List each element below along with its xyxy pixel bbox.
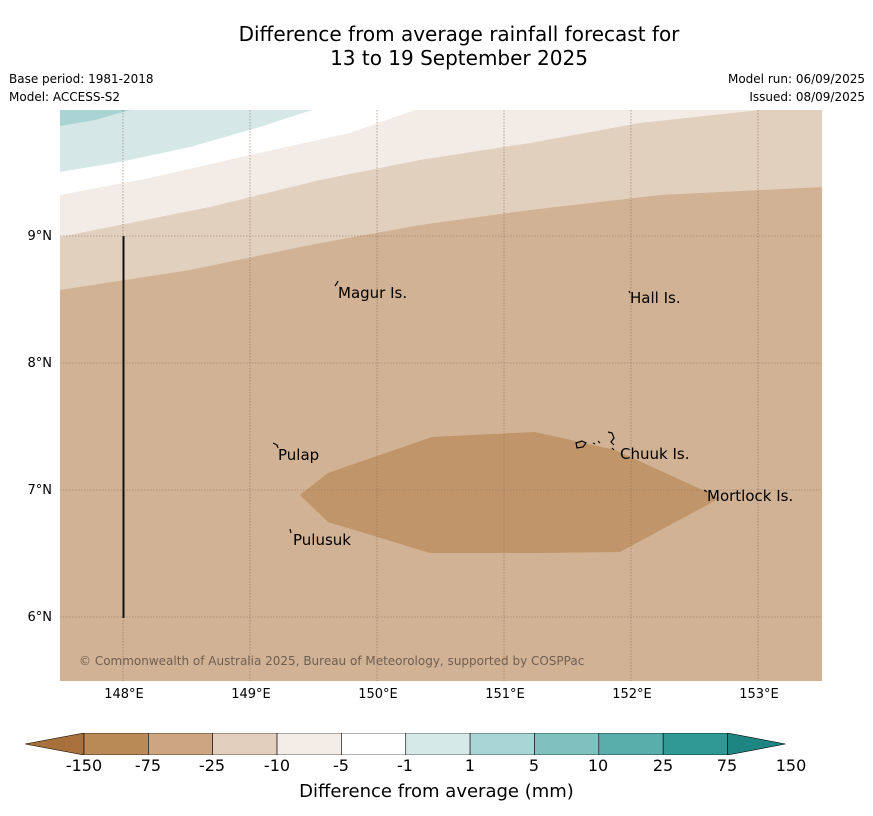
colorbar-arrow-left (25, 733, 85, 755)
lat-label-7n: 7°N (27, 483, 53, 498)
colorbar-label: Difference from average (mm) (299, 781, 574, 802)
pulusuk-island-shape (289, 528, 292, 534)
colorbar-segment (405, 733, 471, 755)
place-hall: Hall Is. (630, 289, 681, 307)
colorbar-segment (598, 733, 664, 755)
cbar-tick-150: 150 (775, 756, 807, 775)
copyright-notice: © Commonwealth of Australia 2025, Bureau… (79, 654, 585, 668)
cbar-tick-m150: -150 (65, 756, 103, 775)
title-line-1: Difference from average rainfall forecas… (238, 22, 680, 46)
cbar-tick-m10: -10 (263, 756, 291, 775)
lat-label-9n: 9°N (27, 229, 53, 244)
model-run: Model run: 06/09/2025 (727, 72, 865, 86)
place-chuuk: Chuuk Is. (620, 445, 690, 463)
lon-label-153e: 153°E (739, 687, 779, 702)
lon-label-148e: 148°E (104, 687, 144, 702)
hall-island-shape (628, 290, 631, 294)
place-pulap: Pulap (278, 446, 320, 464)
magur-island-shape (334, 280, 339, 287)
map-title: Difference from average rainfall forecas… (0, 22, 873, 70)
cbar-tick-m5: -5 (333, 756, 349, 775)
lat-label-6n: 6°N (27, 610, 53, 625)
chuuk-island-shape (575, 431, 615, 451)
place-magur: Magur Is. (338, 284, 408, 302)
colorbar-segment (341, 733, 407, 755)
lat-label-8n: 8°N (27, 356, 53, 371)
colorbar-segment (662, 733, 728, 755)
lon-label-149e: 149°E (231, 687, 271, 702)
colorbar-segment (212, 733, 278, 755)
cbar-tick-m75: -75 (134, 756, 162, 775)
cbar-tick-1: 1 (464, 756, 476, 775)
meta-right: Model run: 06/09/2025 Issued: 08/09/2025 (728, 70, 865, 106)
colorbar (25, 733, 786, 755)
island-outlines (272, 280, 708, 534)
graticule (60, 110, 822, 681)
cbar-tick-m1: -1 (397, 756, 413, 775)
cbar-tick-25: 25 (652, 756, 674, 775)
place-mortlock: Mortlock Is. (707, 487, 794, 505)
map-area[interactable] (60, 110, 822, 681)
colorbar-segment (534, 733, 600, 755)
colorbar-segment (276, 733, 342, 755)
band-teal (60, 110, 130, 126)
model-name: Model: ACCESS-S2 (9, 90, 121, 104)
cbar-tick-5: 5 (528, 756, 540, 775)
title-line-2: 13 to 19 September 2025 (330, 46, 588, 70)
colorbar-arrow-right (727, 733, 786, 755)
anomaly-dark-tan (300, 432, 720, 553)
place-pulusuk: Pulusuk (293, 531, 351, 549)
pulap-island-shape (272, 442, 279, 449)
issued-date: Issued: 08/09/2025 (749, 90, 865, 104)
mortlock-island-shape (703, 489, 708, 493)
meta-left: Base period: 1981-2018 Model: ACCESS-S2 (9, 70, 154, 106)
lon-label-151e: 151°E (485, 687, 525, 702)
base-period: Base period: 1981-2018 (9, 72, 154, 86)
cbar-tick-75: 75 (716, 756, 738, 775)
colorbar-segments (25, 733, 786, 755)
colorbar-segment (469, 733, 535, 755)
cbar-tick-10: 10 (587, 756, 609, 775)
colorbar-segment (83, 733, 149, 755)
colorbar-segment (148, 733, 213, 755)
map-svg (60, 110, 822, 681)
cbar-tick-m25: -25 (198, 756, 226, 775)
lon-label-150e: 150°E (358, 687, 398, 702)
lon-label-152e: 152°E (612, 687, 652, 702)
